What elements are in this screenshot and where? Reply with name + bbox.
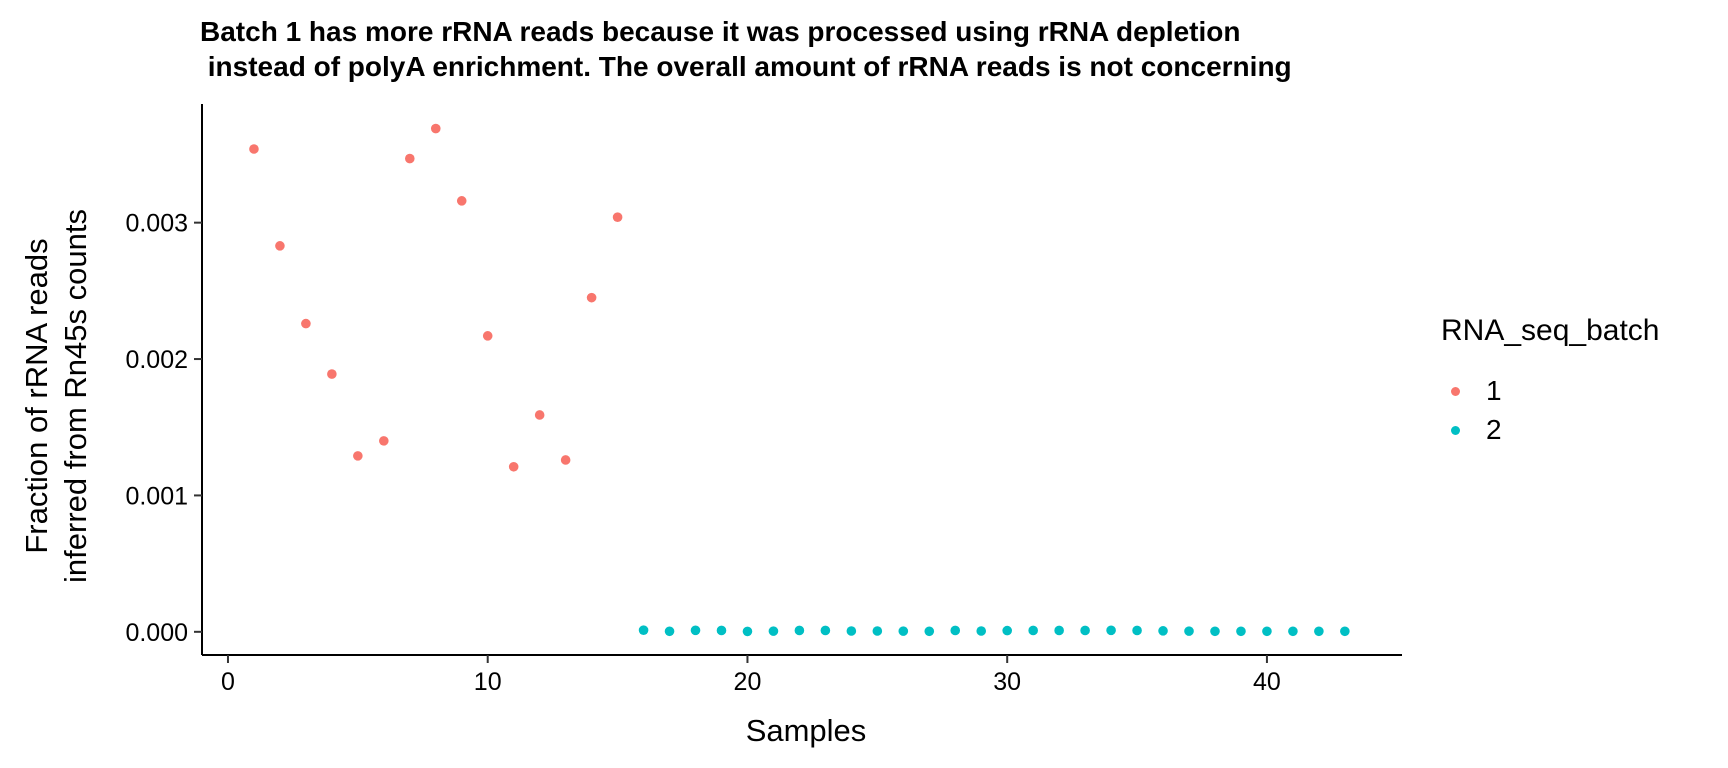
legend-title: RNA_seq_batch <box>1441 314 1660 347</box>
data-point-batch-2 <box>1106 625 1116 636</box>
y-axis-label-line-1: Fraction of rRNA reads <box>19 238 54 553</box>
x-tick-label: 0 <box>221 668 235 696</box>
data-point-batch-1 <box>586 292 597 303</box>
data-point-batch-2 <box>768 626 779 636</box>
x-tick-label: 10 <box>474 668 502 696</box>
x-tick-label: 40 <box>1253 668 1281 696</box>
data-point-batch-1 <box>275 241 285 251</box>
data-point-batch-2 <box>716 625 727 636</box>
y-tick-label: 0.003 <box>125 210 188 238</box>
legend-label-batch-1: 1 <box>1486 375 1502 406</box>
data-point-batch-2 <box>1132 625 1142 636</box>
data-point-batch-2 <box>1028 625 1038 636</box>
data-point-batch-2 <box>742 626 753 637</box>
data-point-batch-2 <box>1080 625 1090 636</box>
legend-key-batch-1 <box>1448 384 1462 398</box>
data-point-batch-2 <box>1262 626 1272 637</box>
data-point-batch-2 <box>872 626 883 636</box>
chart-title-line-2: instead of polyA enrichment. The overall… <box>200 51 1292 82</box>
x-axis-label: Samples <box>746 713 867 748</box>
data-point-batch-2 <box>794 625 805 636</box>
data-point-batch-1 <box>353 451 363 461</box>
data-point-batch-2 <box>898 626 909 636</box>
data-point-batch-1 <box>482 331 493 341</box>
data-point-batch-2 <box>1314 626 1324 637</box>
data-point-batch-2 <box>1054 625 1064 636</box>
data-point-batch-2 <box>1340 626 1350 637</box>
data-point-batch-1 <box>404 153 415 164</box>
x-tick-label: 30 <box>993 668 1021 696</box>
data-point-batch-2 <box>976 626 987 636</box>
y-tick-label: 0.000 <box>125 619 188 647</box>
data-point-batch-1 <box>456 196 467 206</box>
data-point-batch-2 <box>1288 626 1298 637</box>
data-point-batch-1 <box>508 461 519 472</box>
y-axis-label-line-2: inferred from Rn45s counts <box>58 209 93 583</box>
legend-dot-batch-2 <box>1450 425 1460 435</box>
data-point-batch-1 <box>612 212 623 223</box>
data-point-batch-1 <box>379 436 389 446</box>
data-point-batch-2 <box>1210 626 1220 637</box>
data-point-batch-2 <box>638 625 649 635</box>
data-point-batch-1 <box>430 123 441 134</box>
legend-label-batch-2: 2 <box>1486 414 1502 445</box>
data-point-batch-1 <box>534 410 545 420</box>
data-point-batch-2 <box>1002 625 1012 636</box>
y-tick-label: 0.002 <box>125 346 188 374</box>
legend-item-batch-2: 2 <box>1448 414 1502 445</box>
axes: 0.000 0.001 0.002 0.003 0 10 20 30 40 <box>125 104 1402 696</box>
data-point-batch-2 <box>664 626 675 637</box>
data-point-batch-1 <box>249 144 259 154</box>
legend-item-batch-1: 1 <box>1448 375 1502 406</box>
chart-title-line-1: Batch 1 has more rRNA reads because it w… <box>200 16 1241 47</box>
x-tick-label: 20 <box>734 668 762 696</box>
data-point-batch-2 <box>846 626 857 636</box>
data-point-batch-1 <box>560 455 571 465</box>
data-point-batch-2 <box>1184 626 1194 636</box>
legend-dot-batch-1 <box>1450 386 1460 396</box>
data-point-batch-2 <box>690 625 701 636</box>
data-point-batch-1 <box>301 318 311 329</box>
data-point-batch-2 <box>950 625 961 636</box>
data-point-batch-1 <box>327 369 337 379</box>
data-point-batch-2 <box>820 625 831 636</box>
y-tick-label: 0.001 <box>125 482 188 510</box>
data-point-batch-2 <box>924 626 935 637</box>
legend-key-batch-2 <box>1448 423 1462 437</box>
data-point-batch-2 <box>1236 626 1246 637</box>
data-point-batch-2 <box>1158 626 1168 636</box>
data-points <box>249 123 1350 637</box>
